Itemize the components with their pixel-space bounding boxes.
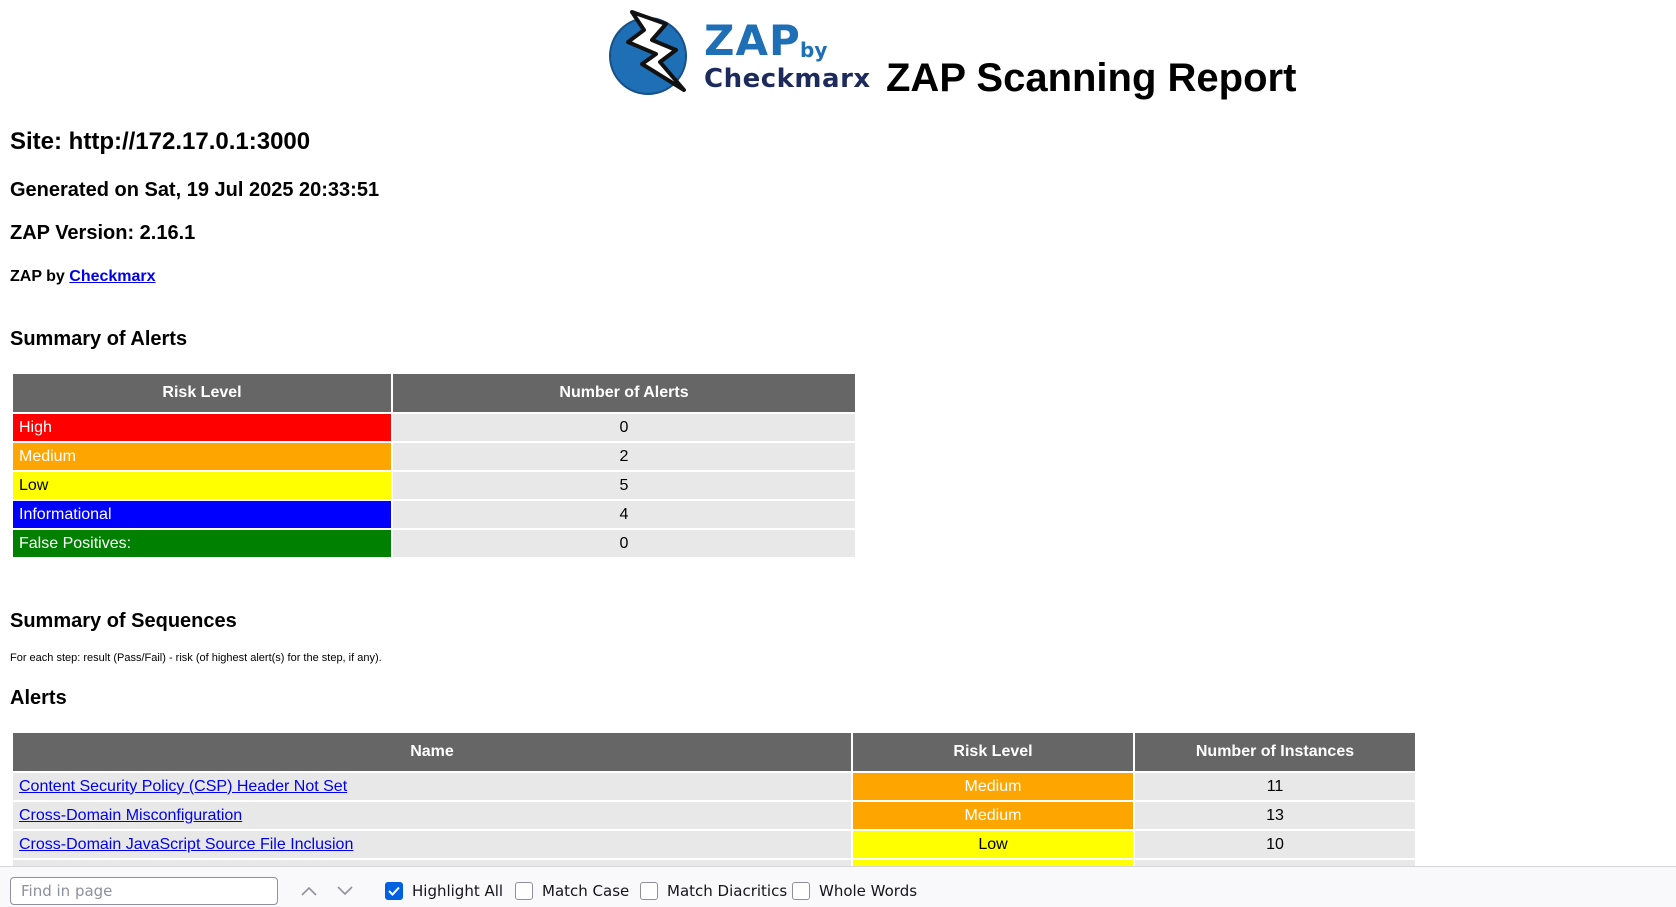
alert-instances-cell [1135, 860, 1415, 866]
summary-row-low: Low 5 [13, 472, 855, 499]
generated-date: Generated on Sat, 19 Jul 2025 20:33:51 [10, 179, 380, 201]
match-diacritics-option[interactable]: Match Diacritics [640, 879, 787, 903]
alert-count-cell: 5 [393, 472, 855, 499]
alert-name-cell: Cross-Domain Misconfiguration [13, 802, 851, 829]
risk-level-cell: False Positives: [13, 530, 391, 557]
summary-alerts-table: Risk Level Number of Alerts High 0 Mediu… [11, 372, 857, 559]
alert-instances-header: Number of Instances [1135, 733, 1415, 771]
summary-of-alerts-heading: Summary of Alerts [10, 328, 188, 350]
alert-count-cell: 0 [393, 530, 855, 557]
summary-row-false-positives: False Positives: 0 [13, 530, 855, 557]
report-header: ZAP by Checkmarx ZAP Scanning Report [604, 6, 1296, 102]
alert-count-cell: 4 [393, 501, 855, 528]
alert-row: Content Security Policy (CSP) Header Not… [13, 773, 1415, 800]
zap-by-line: ZAP by Checkmarx [10, 268, 156, 286]
match-case-label: Match Case [542, 882, 630, 900]
alert-risk-header: Risk Level [853, 733, 1133, 771]
zap-version: ZAP Version: 2.16.1 [10, 222, 196, 244]
alert-risk-cell: Medium [853, 773, 1133, 800]
alert-count-cell: 2 [393, 443, 855, 470]
alert-instances-cell: 13 [1135, 802, 1415, 829]
alert-row: Cross-Domain JavaScript Source File Incl… [13, 831, 1415, 858]
report-page: ZAP by Checkmarx ZAP Scanning Report Sit… [10, 6, 1417, 866]
whole-words-option[interactable]: Whole Words [792, 879, 917, 903]
alert-instances-cell: 10 [1135, 831, 1415, 858]
logo-checkmarx-text: Checkmarx [704, 64, 871, 94]
checkmarx-link[interactable]: Checkmarx [69, 268, 156, 285]
whole-words-label: Whole Words [819, 882, 918, 900]
risk-level-cell: Low [13, 472, 391, 499]
alert-count-cell: 0 [393, 414, 855, 441]
sequences-note: For each step: result (Pass/Fail) - risk… [10, 652, 382, 664]
match-diacritics-checkbox[interactable] [640, 882, 658, 900]
alert-row: Cross-Domain Misconfiguration Medium 13 [13, 802, 1415, 829]
alert-name-cell: Content Security Policy (CSP) Header Not… [13, 773, 851, 800]
alert-risk-cell: Low [853, 831, 1133, 858]
find-bar: Highlight All Match Case Match Diacritic… [0, 866, 1676, 907]
highlight-all-checkbox[interactable] [385, 882, 403, 900]
highlight-all-option[interactable]: Highlight All [385, 879, 503, 903]
summary-row-medium: Medium 2 [13, 443, 855, 470]
zap-by-prefix: ZAP by [10, 268, 70, 285]
risk-level-cell: Medium [13, 443, 391, 470]
summary-row-informational: Informational 4 [13, 501, 855, 528]
risk-level-header: Risk Level [13, 374, 391, 412]
summary-of-sequences-heading: Summary of Sequences [10, 610, 237, 632]
match-case-option[interactable]: Match Case [515, 879, 629, 903]
summary-row-high: High 0 [13, 414, 855, 441]
chevron-down-icon [337, 886, 353, 896]
risk-level-cell: Informational [13, 501, 391, 528]
alert-link[interactable]: Cross-Domain JavaScript Source File Incl… [19, 835, 354, 853]
zap-logo: ZAP by Checkmarx [604, 6, 876, 102]
alert-name-cell [13, 860, 851, 866]
checkmark-icon [388, 886, 400, 896]
logo-zap-text: ZAP [704, 16, 801, 65]
chevron-up-icon [301, 886, 317, 896]
alert-link[interactable]: Cross-Domain Misconfiguration [19, 806, 243, 824]
alert-name-cell: Cross-Domain JavaScript Source File Incl… [13, 831, 851, 858]
match-case-checkbox[interactable] [515, 882, 533, 900]
site-heading: Site: http://172.17.0.1:3000 [10, 128, 311, 155]
number-of-alerts-header: Number of Alerts [393, 374, 855, 412]
match-diacritics-label: Match Diacritics [667, 882, 788, 900]
highlight-all-label: Highlight All [412, 882, 504, 900]
find-in-page-input[interactable] [10, 877, 278, 905]
alert-name-header: Name [13, 733, 851, 771]
alert-instances-cell: 11 [1135, 773, 1415, 800]
alerts-heading: Alerts [10, 687, 67, 709]
alert-risk-cell [853, 860, 1133, 866]
find-previous-button[interactable] [296, 879, 322, 903]
risk-level-cell: High [13, 414, 391, 441]
zap-bolt-icon [609, 10, 687, 95]
alerts-table: Name Risk Level Number of Instances Cont… [11, 731, 1417, 866]
find-next-button[interactable] [332, 879, 358, 903]
alert-risk-cell: Medium [853, 802, 1133, 829]
report-title: ZAP Scanning Report [886, 56, 1297, 100]
logo-by-text: by [800, 38, 828, 62]
alert-link[interactable]: Content Security Policy (CSP) Header Not… [19, 777, 348, 795]
whole-words-checkbox[interactable] [792, 882, 810, 900]
alert-row-partial [13, 860, 1415, 866]
